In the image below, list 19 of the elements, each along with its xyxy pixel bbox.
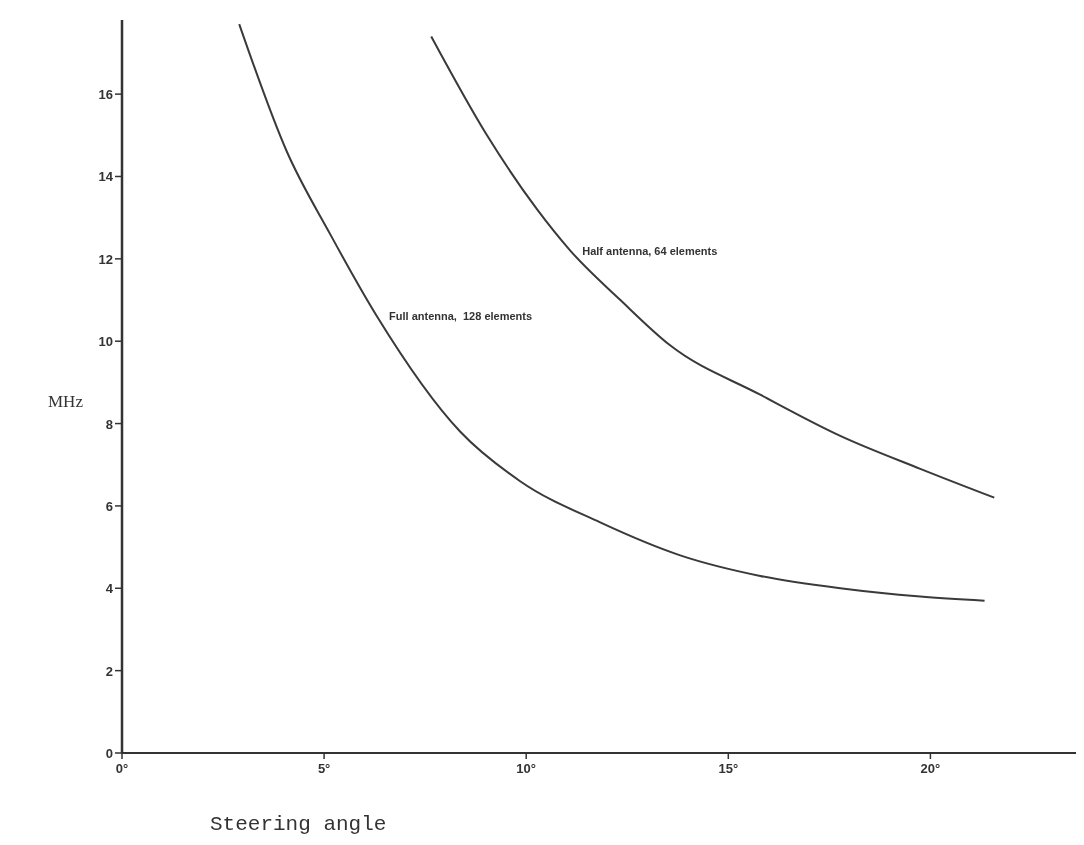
- y-axis-title: MHz: [48, 391, 84, 411]
- y-tick-label: 0: [105, 746, 113, 761]
- y-tick-label: 12: [98, 251, 113, 267]
- y-tick-label: 4: [105, 581, 114, 597]
- y-tick-label: 10: [98, 334, 113, 350]
- series-label: Full antenna, 128 elements: [389, 310, 533, 323]
- y-tick-label: 6: [105, 498, 113, 514]
- series-label: Half antenna, 64 elements: [582, 244, 718, 257]
- x-tick-label: 0°: [115, 761, 129, 776]
- y-tick-label: 8: [105, 416, 113, 432]
- y-tick-label: 16: [98, 87, 113, 103]
- y-tick-label: 14: [98, 169, 114, 185]
- x-tick-label: 10°: [516, 761, 537, 776]
- x-tick-label: 15°: [718, 761, 739, 776]
- line-series: [238, 23, 986, 602]
- y-tick-label: 2: [105, 663, 113, 679]
- x-tick-label: 20°: [920, 761, 941, 776]
- x-axis-title: Steering angle: [210, 813, 387, 836]
- x-tick-label: 5°: [317, 761, 331, 776]
